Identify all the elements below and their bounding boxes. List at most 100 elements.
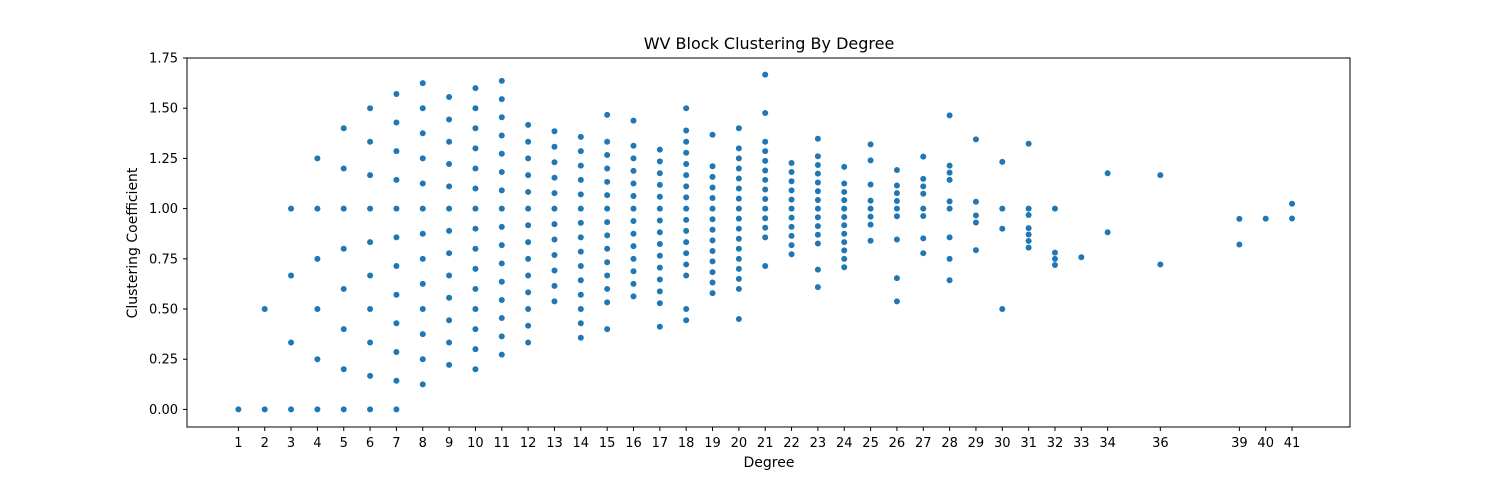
data-point	[762, 186, 769, 193]
data-point	[867, 237, 874, 244]
data-point	[656, 193, 663, 200]
data-point	[893, 182, 900, 189]
data-point	[709, 258, 716, 265]
data-point	[446, 317, 453, 324]
data-point	[525, 255, 532, 262]
data-point	[683, 250, 690, 257]
data-point	[630, 180, 637, 187]
x-tick-label: 12	[520, 436, 537, 451]
data-point	[709, 131, 716, 138]
y-tick-label: 0.25	[149, 353, 178, 368]
data-point	[393, 349, 400, 355]
data-point	[735, 205, 742, 212]
data-point	[656, 229, 663, 236]
data-point	[577, 277, 584, 284]
data-point	[762, 71, 769, 78]
data-point	[1025, 244, 1032, 251]
x-tick-label: 8	[419, 436, 427, 451]
data-point	[1025, 140, 1032, 147]
data-point	[288, 272, 295, 279]
data-point	[920, 153, 927, 160]
data-point	[656, 264, 663, 271]
x-tick-label: 3	[287, 436, 295, 451]
data-point	[525, 121, 532, 128]
data-point	[446, 205, 453, 212]
data-point	[1025, 212, 1032, 219]
data-point	[472, 85, 479, 92]
data-point	[446, 227, 453, 234]
data-point	[946, 162, 953, 169]
data-point	[762, 110, 769, 117]
data-point	[446, 250, 453, 257]
data-point	[604, 151, 611, 158]
data-point	[551, 221, 558, 228]
data-point	[314, 356, 321, 363]
data-point	[446, 272, 453, 279]
data-point	[788, 232, 795, 239]
data-point	[393, 377, 400, 384]
x-tick-label: 4	[313, 436, 321, 451]
data-point	[920, 205, 927, 212]
data-point	[867, 221, 874, 228]
data-point	[630, 192, 637, 199]
data-point	[814, 223, 821, 230]
data-point	[525, 155, 532, 162]
data-point	[867, 157, 874, 164]
data-point	[1104, 170, 1111, 177]
data-point	[604, 299, 611, 306]
data-point	[683, 205, 690, 212]
data-point	[683, 227, 690, 234]
data-point	[419, 80, 426, 87]
data-point	[735, 316, 742, 323]
data-point	[656, 158, 663, 165]
y-tick-label: 1.00	[149, 202, 178, 217]
data-point	[498, 187, 505, 194]
data-point	[604, 111, 611, 118]
x-axis-label: Degree	[744, 455, 795, 471]
data-point	[472, 185, 479, 192]
data-point	[630, 218, 637, 225]
data-point	[735, 285, 742, 292]
data-point	[709, 269, 716, 276]
data-point	[893, 167, 900, 174]
data-point	[946, 198, 953, 205]
data-point	[261, 406, 268, 413]
data-point	[946, 234, 953, 241]
data-point	[735, 245, 742, 252]
data-point	[630, 243, 637, 250]
data-point	[814, 240, 821, 247]
data-point	[972, 212, 979, 219]
x-tick-label: 27	[915, 436, 932, 451]
x-tick-label: 23	[810, 436, 827, 451]
x-tick-label: 1	[234, 436, 242, 451]
data-point	[446, 183, 453, 190]
data-point	[920, 175, 927, 182]
data-point	[604, 178, 611, 185]
data-point	[472, 366, 479, 373]
data-point	[235, 406, 242, 413]
data-point	[630, 280, 637, 287]
data-point	[604, 285, 611, 292]
data-point	[735, 145, 742, 152]
data-point	[446, 339, 453, 346]
data-point	[498, 315, 505, 322]
data-point	[920, 250, 927, 257]
y-tick-label: 1.75	[149, 52, 178, 67]
data-point	[1289, 215, 1296, 222]
data-point	[551, 267, 558, 274]
data-point	[419, 356, 426, 363]
data-point	[735, 225, 742, 232]
data-point	[577, 234, 584, 241]
data-point	[551, 298, 558, 305]
x-tick-label: 17	[652, 436, 669, 451]
data-point	[709, 216, 716, 223]
data-point	[893, 298, 900, 305]
points-layer	[235, 71, 1296, 413]
data-point	[525, 322, 532, 329]
data-point	[946, 205, 953, 212]
data-point	[709, 226, 716, 233]
data-point	[630, 167, 637, 174]
data-point	[525, 172, 532, 179]
data-point	[709, 163, 716, 170]
data-point	[604, 205, 611, 212]
